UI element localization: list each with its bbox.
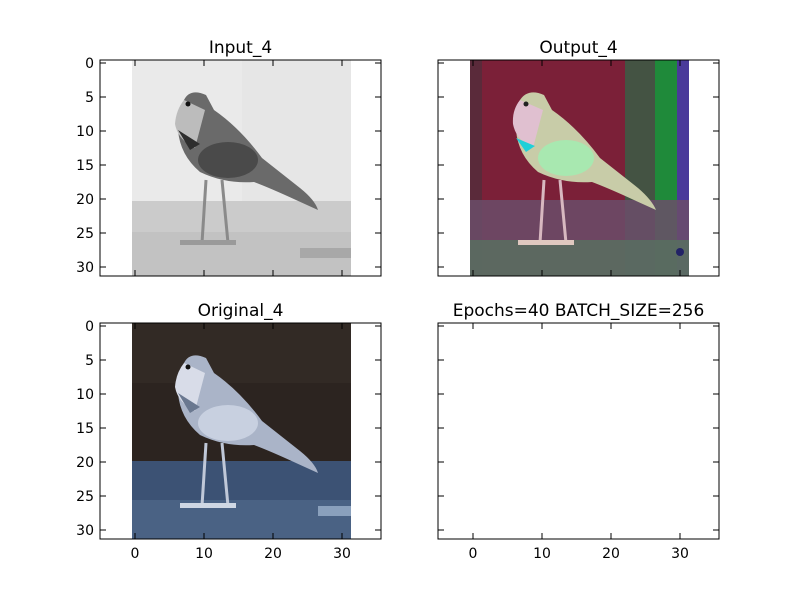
input-image xyxy=(132,60,351,276)
xticks-original xyxy=(134,323,343,539)
ytick-labels-original: 0 5 10 15 20 25 30 xyxy=(76,319,94,539)
xtick-labels-original: 0 10 20 30 xyxy=(131,546,351,562)
original-image xyxy=(132,323,351,539)
panel-output: Output_4 xyxy=(437,38,720,277)
ytick-label: 30 xyxy=(76,523,94,539)
ytick-label: 20 xyxy=(76,455,94,471)
ytick-label: 20 xyxy=(76,192,94,208)
output-image xyxy=(470,60,689,276)
ytick-labels-input: 0 5 10 15 20 25 30 xyxy=(76,56,94,276)
ytick-label: 15 xyxy=(76,421,94,437)
axes-frame-output xyxy=(437,59,720,277)
ytick-label: 5 xyxy=(85,90,94,106)
ytick-label: 0 xyxy=(85,319,94,335)
xtick-label: 20 xyxy=(602,546,620,562)
axes-frame-input xyxy=(99,59,382,277)
xtick-labels-empty: 0 10 20 30 xyxy=(469,546,689,562)
yticks-empty xyxy=(438,325,719,531)
xticks-empty xyxy=(472,323,681,539)
panel-title-original: Original_4 xyxy=(198,301,284,321)
xticks-output xyxy=(472,60,681,276)
xtick-label: 0 xyxy=(131,546,140,562)
ytick-label: 5 xyxy=(85,353,94,369)
ytick-label: 25 xyxy=(76,226,94,242)
axes-frame-empty xyxy=(437,322,720,540)
panel-original: Original_4 xyxy=(76,301,382,562)
panel-title-epochs: Epochs=40 BATCH_SIZE=256 xyxy=(453,301,705,321)
yticks-original xyxy=(100,325,381,531)
axes-frame-original xyxy=(99,322,382,540)
panel-title-input: Input_4 xyxy=(209,38,272,58)
xtick-label: 10 xyxy=(533,546,551,562)
xtick-label: 30 xyxy=(671,546,689,562)
xticks-input xyxy=(134,60,343,276)
ytick-label: 0 xyxy=(85,56,94,72)
ytick-label: 15 xyxy=(76,158,94,174)
yticks-input xyxy=(100,62,381,268)
ytick-label: 10 xyxy=(76,387,94,403)
ytick-label: 30 xyxy=(76,260,94,276)
ytick-label: 25 xyxy=(76,489,94,505)
xtick-label: 20 xyxy=(264,546,282,562)
panel-empty: Epochs=40 BATCH_SIZE=256 0 10 20 30 xyxy=(437,301,720,562)
xtick-label: 0 xyxy=(469,546,478,562)
ytick-label: 10 xyxy=(76,124,94,140)
panel-title-output: Output_4 xyxy=(539,38,617,58)
xtick-label: 30 xyxy=(333,546,351,562)
panel-input: Input_4 xyxy=(76,38,382,277)
xtick-label: 10 xyxy=(195,546,213,562)
yticks-output xyxy=(438,62,719,268)
